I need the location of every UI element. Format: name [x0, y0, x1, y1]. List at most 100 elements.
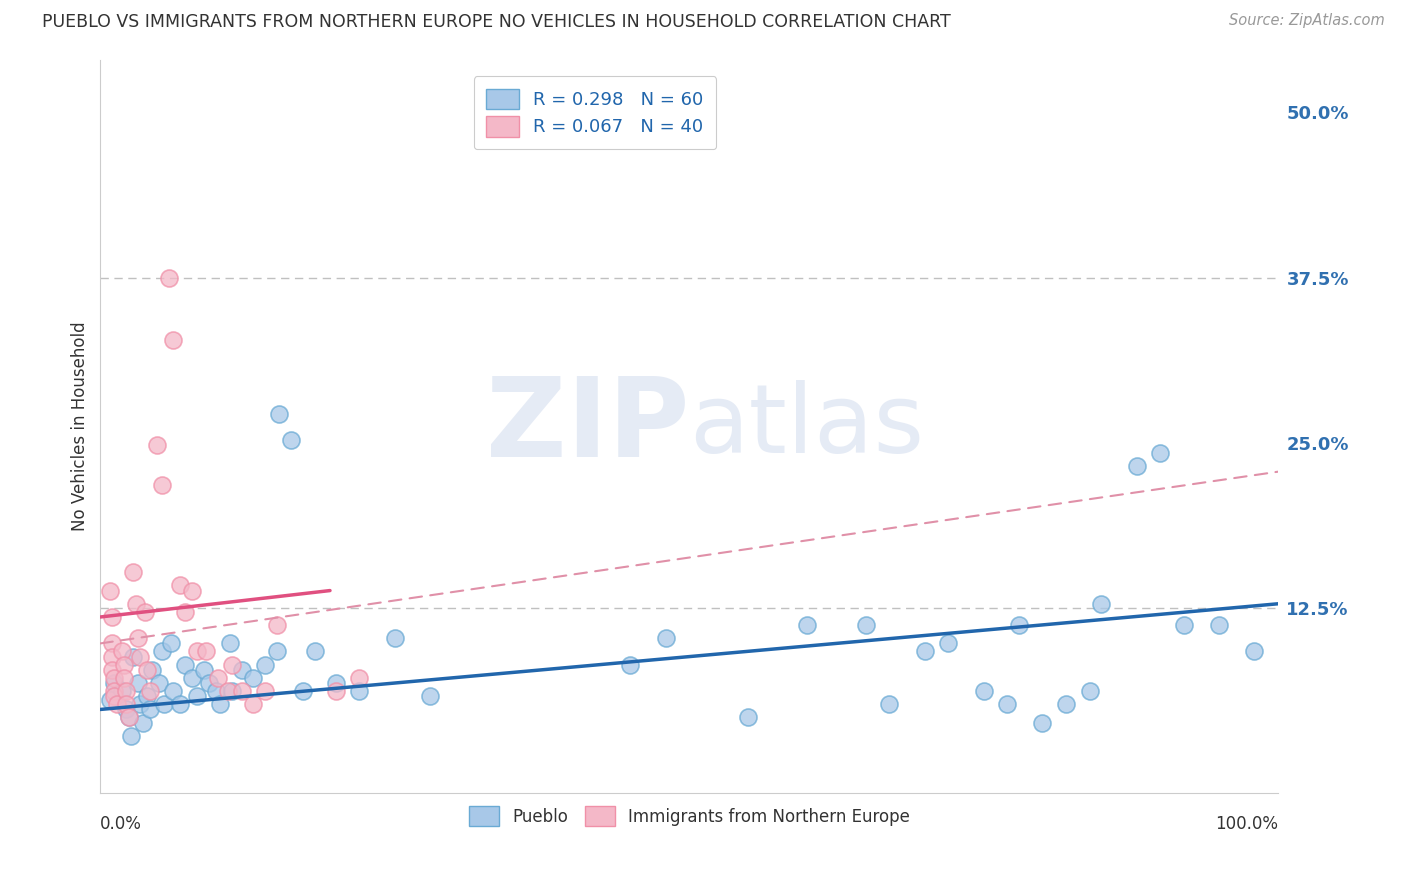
Point	[146, 438, 169, 452]
Point	[737, 710, 759, 724]
Point	[1173, 618, 1195, 632]
Point	[127, 631, 149, 645]
Point	[197, 676, 219, 690]
Point	[139, 684, 162, 698]
Point	[117, 710, 139, 724]
Point	[148, 676, 170, 690]
Point	[157, 270, 180, 285]
Point	[115, 697, 138, 711]
Point	[162, 333, 184, 347]
Point	[973, 684, 995, 698]
Point	[193, 663, 215, 677]
Point	[101, 663, 124, 677]
Point	[221, 684, 243, 698]
Point	[153, 697, 176, 711]
Point	[139, 702, 162, 716]
Point	[269, 407, 291, 421]
Point	[1078, 684, 1101, 698]
Point	[101, 610, 124, 624]
Point	[204, 684, 226, 698]
Point	[1125, 459, 1147, 474]
Point	[1149, 446, 1171, 460]
Point	[186, 690, 208, 704]
Point	[115, 702, 138, 716]
Point	[160, 636, 183, 650]
Point	[231, 684, 253, 698]
Point	[186, 644, 208, 658]
Point	[349, 684, 371, 698]
Point	[217, 684, 239, 698]
Point	[1054, 697, 1077, 711]
Point	[169, 578, 191, 592]
Point	[103, 684, 125, 698]
Point	[266, 644, 288, 658]
Point	[419, 690, 441, 704]
Point	[207, 671, 229, 685]
Point	[1090, 597, 1112, 611]
Point	[115, 684, 138, 698]
Point	[304, 644, 326, 658]
Point	[325, 684, 347, 698]
Point	[112, 657, 135, 672]
Point	[181, 671, 204, 685]
Point	[101, 649, 124, 664]
Point	[291, 684, 314, 698]
Point	[254, 657, 277, 672]
Text: PUEBLO VS IMMIGRANTS FROM NORTHERN EUROPE NO VEHICLES IN HOUSEHOLD CORRELATION C: PUEBLO VS IMMIGRANTS FROM NORTHERN EUROP…	[42, 13, 950, 31]
Point	[122, 649, 145, 664]
Point	[169, 697, 191, 711]
Point	[136, 690, 159, 704]
Point	[117, 710, 139, 724]
Point	[134, 605, 156, 619]
Point	[384, 631, 406, 645]
Point	[796, 618, 818, 632]
Point	[98, 693, 121, 707]
Point	[855, 618, 877, 632]
Point	[105, 697, 128, 711]
Point	[101, 636, 124, 650]
Point	[1008, 618, 1031, 632]
Point	[112, 671, 135, 685]
Point	[129, 649, 152, 664]
Point	[325, 676, 347, 690]
Point	[195, 644, 218, 658]
Point	[914, 644, 936, 658]
Point	[280, 433, 302, 447]
Point	[174, 657, 197, 672]
Point	[879, 697, 901, 711]
Point	[1243, 644, 1265, 658]
Legend: Pueblo, Immigrants from Northern Europe: Pueblo, Immigrants from Northern Europe	[458, 797, 920, 836]
Point	[132, 715, 155, 730]
Point	[936, 636, 959, 650]
Point	[98, 583, 121, 598]
Text: atlas: atlas	[689, 380, 924, 473]
Point	[219, 636, 242, 650]
Point	[1208, 618, 1230, 632]
Point	[349, 671, 371, 685]
Point	[103, 690, 125, 704]
Point	[221, 657, 243, 672]
Point	[103, 676, 125, 690]
Point	[141, 663, 163, 677]
Text: Source: ZipAtlas.com: Source: ZipAtlas.com	[1229, 13, 1385, 29]
Point	[103, 671, 125, 685]
Y-axis label: No Vehicles in Household: No Vehicles in Household	[72, 321, 89, 531]
Point	[995, 697, 1018, 711]
Point	[242, 697, 264, 711]
Text: ZIP: ZIP	[486, 373, 689, 480]
Point	[181, 583, 204, 598]
Point	[254, 684, 277, 698]
Text: 0.0%: 0.0%	[100, 814, 142, 832]
Text: 100.0%: 100.0%	[1215, 814, 1278, 832]
Point	[162, 684, 184, 698]
Point	[110, 644, 132, 658]
Point	[1031, 715, 1053, 730]
Point	[266, 618, 288, 632]
Point	[110, 684, 132, 698]
Point	[209, 697, 232, 711]
Point	[122, 565, 145, 579]
Point	[150, 644, 173, 658]
Point	[129, 697, 152, 711]
Point	[242, 671, 264, 685]
Point	[231, 663, 253, 677]
